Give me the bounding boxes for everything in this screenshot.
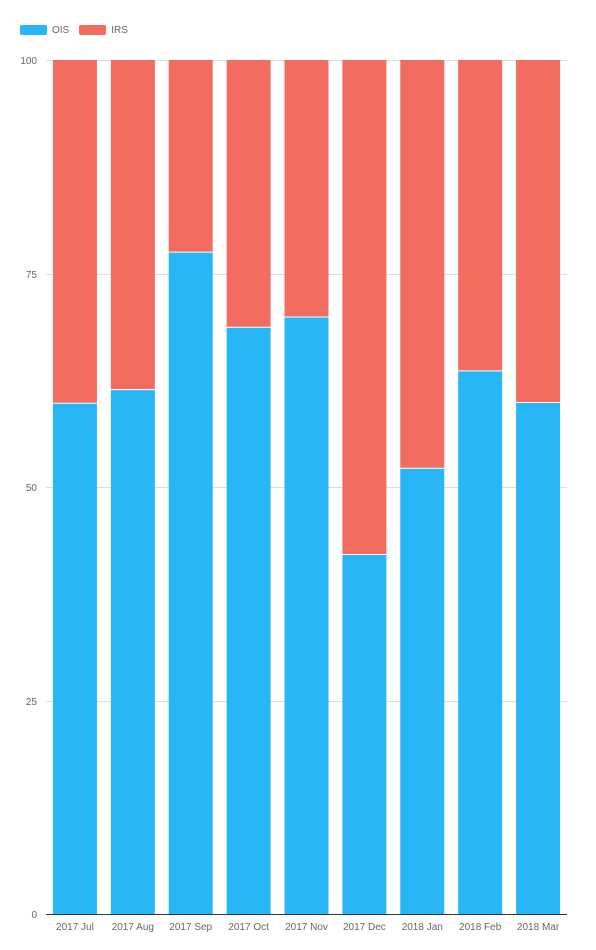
legend-item-irs[interactable]: IRS xyxy=(79,25,128,36)
x-tick-label-2017-dec: 2017 Dec xyxy=(343,922,386,933)
bar-irs-2018-mar xyxy=(516,60,561,403)
y-tick-label-75: 75 xyxy=(26,270,38,281)
bar-irs-2018-feb xyxy=(458,60,503,371)
y-tick-label-0: 0 xyxy=(31,910,37,921)
bar-irs-2017-aug xyxy=(110,60,155,390)
x-tick-label-2018-mar: 2018 Mar xyxy=(517,922,560,933)
bar-ois-2018-mar xyxy=(516,402,561,914)
y-tick-label-50: 50 xyxy=(26,483,38,494)
x-tick-label-2017-oct: 2017 Oct xyxy=(228,922,269,933)
legend-item-ois[interactable]: OIS xyxy=(20,25,69,36)
bar-irs-2017-nov xyxy=(284,60,329,318)
bar-irs-2017-dec xyxy=(342,60,387,555)
bar-ois-2017-dec xyxy=(342,554,387,914)
legend-label-ois: OIS xyxy=(52,24,70,36)
bar-ois-2017-nov xyxy=(284,317,329,914)
bar-ois-2017-aug xyxy=(110,389,155,914)
y-tick-label-25: 25 xyxy=(26,697,38,708)
x-tick-label-2018-jan: 2018 Jan xyxy=(402,922,443,933)
bar-irs-2018-jan xyxy=(400,60,445,469)
x-tick-label-2017-aug: 2017 Aug xyxy=(112,922,154,933)
legend-swatch-irs xyxy=(79,25,107,35)
bar-ois-2017-oct xyxy=(226,327,271,914)
bar-irs-2017-jul xyxy=(52,60,97,404)
x-tick-label-2018-feb: 2018 Feb xyxy=(459,922,502,933)
bar-irs-2017-oct xyxy=(226,60,271,328)
chart-legend: OIS IRS xyxy=(20,22,138,38)
bar-ois-2018-jan xyxy=(400,468,445,914)
x-tick-label-2017-jul: 2017 Jul xyxy=(56,922,94,933)
bar-irs-2017-sep xyxy=(168,60,213,253)
y-tick-label-100: 100 xyxy=(20,56,37,67)
bar-ois-2017-jul xyxy=(52,403,97,914)
legend-swatch-ois xyxy=(20,25,47,35)
x-tick-label-2017-nov: 2017 Nov xyxy=(285,922,328,933)
bar-ois-2017-sep xyxy=(168,252,213,914)
legend-label-irs: IRS xyxy=(111,24,128,36)
x-tick-label-2017-sep: 2017 Sep xyxy=(169,922,212,933)
bar-ois-2018-feb xyxy=(458,370,503,914)
